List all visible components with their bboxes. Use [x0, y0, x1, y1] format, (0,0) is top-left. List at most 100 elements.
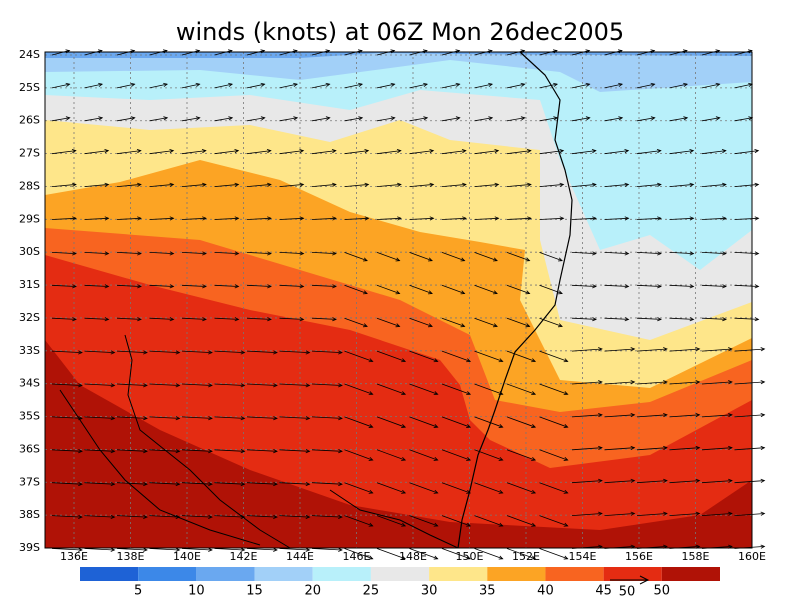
wind-arrow	[441, 416, 471, 428]
wind-arrow	[441, 217, 466, 220]
wind-arrow-head	[598, 347, 603, 352]
wind-arrow	[149, 217, 174, 220]
wind-arrow-head	[163, 116, 169, 121]
wind-arrow-head	[494, 182, 500, 187]
wind-arrow	[84, 50, 103, 56]
wind-arrow-head	[234, 216, 240, 221]
wind-arrow-head	[598, 511, 603, 516]
wind-arrow-head	[136, 148, 142, 154]
wind-arrow	[441, 117, 460, 122]
wind-arrow	[669, 150, 694, 155]
wind-arrow-head	[338, 383, 343, 388]
wind-arrow-head	[657, 251, 662, 256]
wind-arrow-head	[563, 456, 569, 461]
wind-arrow	[506, 252, 530, 262]
wind-arrow	[539, 449, 568, 461]
lon-label: 142E	[230, 550, 258, 563]
wind-arrow	[181, 515, 212, 518]
wind-arrow-head	[598, 412, 603, 418]
wind-arrow-head	[760, 380, 766, 385]
wind-arrow	[506, 350, 536, 362]
wind-arrow	[636, 117, 655, 122]
wind-arrow-head	[332, 317, 337, 322]
wind-arrow-head	[527, 216, 532, 221]
wind-arrow-head	[689, 251, 695, 256]
wind-arrow	[344, 383, 373, 395]
wind-arrow	[441, 317, 465, 327]
wind-arrow-head	[559, 148, 565, 154]
wind-arrow-head	[169, 148, 175, 154]
wind-arrow	[214, 515, 245, 518]
wind-arrow-head	[585, 82, 591, 87]
wind-arrow-head	[433, 424, 439, 428]
wind-arrow-head	[110, 481, 116, 487]
wind-arrow	[279, 449, 310, 452]
wind-arrow	[311, 252, 336, 254]
wind-arrow	[669, 184, 694, 187]
colorbar-cell	[80, 567, 139, 581]
wind-arrow-head	[423, 116, 429, 121]
colorbar-cell	[603, 567, 662, 581]
lon-label: 146E	[343, 550, 371, 563]
wind-arrow	[214, 383, 245, 386]
wind-arrow	[214, 150, 239, 155]
wind-arrow-head	[494, 148, 500, 154]
wind-arrow	[51, 252, 76, 254]
wind-arrow-head	[630, 478, 636, 483]
wind-arrow-head	[618, 116, 624, 121]
lat-label: 36S	[19, 442, 40, 455]
wind-arrow-head	[130, 82, 136, 87]
wind-arrow	[214, 284, 239, 287]
wind-arrow-head	[488, 116, 494, 121]
wind-arrow	[701, 50, 720, 56]
wind-arrow-head	[531, 391, 537, 396]
lat-label: 38S	[19, 508, 40, 521]
wind-arrow-head	[293, 116, 299, 121]
wind-arrow	[181, 317, 206, 320]
wind-arrow-head	[104, 148, 110, 154]
wind-arrow	[441, 50, 460, 56]
wind-arrow	[214, 117, 233, 122]
wind-arrow	[214, 50, 233, 56]
wind-arrow-head	[592, 216, 597, 221]
wind-arrow-head	[433, 522, 439, 527]
wind-arrow	[636, 480, 667, 484]
wind-arrow-head	[683, 82, 689, 87]
wind-arrow	[701, 150, 726, 155]
wind-arrow	[246, 317, 271, 320]
wind-arrow	[84, 449, 115, 452]
wind-arrow-head	[234, 317, 240, 322]
lon-label: 144E	[286, 550, 314, 563]
wind-arrow-head	[754, 284, 760, 289]
wind-arrow-head	[137, 284, 142, 289]
wind-arrow	[604, 284, 629, 287]
wind-arrow-head	[299, 284, 305, 289]
wind-arrow	[181, 482, 212, 485]
wind-arrow	[669, 447, 700, 451]
wind-arrow-head	[98, 82, 104, 87]
wind-arrow-head	[395, 257, 401, 262]
wind-arrow	[149, 83, 168, 89]
wind-arrow-head	[305, 350, 311, 355]
wind-arrow	[116, 284, 141, 287]
wind-arrow-head	[266, 148, 272, 154]
wind-arrow	[734, 381, 765, 385]
wind-arrow-head	[72, 216, 77, 221]
wind-arrow	[116, 184, 141, 187]
wind-arrow	[376, 317, 400, 327]
wind-arrow-head	[267, 216, 272, 221]
contour-fill	[45, 52, 752, 270]
wind-arrow	[409, 50, 428, 56]
wind-arrow	[539, 284, 563, 294]
wind-arrow-head	[754, 182, 760, 187]
wind-arrow	[604, 50, 623, 56]
wind-arrow	[539, 184, 564, 187]
wind-arrow-head	[208, 350, 213, 355]
wind-arrow-head	[722, 216, 727, 221]
lat-label: 35S	[19, 410, 40, 423]
wind-arrow-head	[368, 358, 374, 363]
colorbar-label: 35	[479, 584, 496, 599]
wind-arrow	[571, 50, 590, 56]
wind-arrow	[116, 252, 141, 254]
wind-arrow	[474, 548, 503, 560]
